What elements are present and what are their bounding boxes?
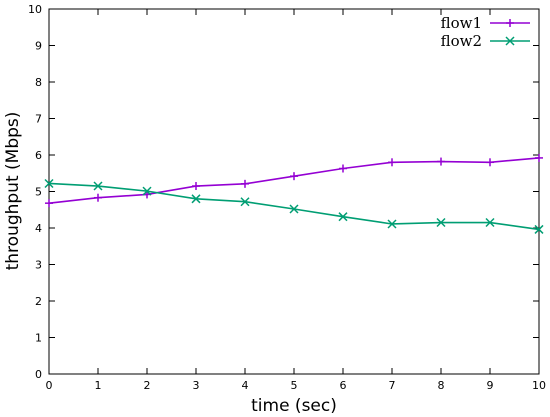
data-point-flow2 — [289, 204, 299, 214]
legend-label-flow1: flow1 — [441, 14, 482, 32]
series-flow2 — [44, 178, 544, 234]
data-point-flow2 — [436, 217, 446, 228]
data-point-flow2 — [485, 217, 495, 228]
axis-ticks: 0 1 2 3 4 5 6 7 8 9 10 0 1 2 3 4 5 6 7 8 9 10 — [28, 3, 546, 392]
x-tick-label: 10 — [532, 379, 546, 392]
data-point-flow2 — [142, 186, 152, 196]
y-tick-label: 6 — [35, 149, 42, 162]
y-tick-label: 9 — [35, 40, 42, 53]
data-point-flow2 — [534, 224, 544, 234]
y-tick-label: 4 — [35, 222, 42, 235]
data-point-flow2 — [338, 212, 348, 222]
y-tick-label: 10 — [28, 3, 42, 16]
y-tick-label: 0 — [35, 368, 42, 381]
y-tick-label: 1 — [35, 332, 42, 345]
x-tick-label: 3 — [193, 379, 200, 392]
data-point-flow2 — [387, 219, 397, 229]
x-tick-label: 5 — [291, 379, 298, 392]
series-layer — [44, 153, 544, 234]
legend-label-flow2: flow2 — [441, 32, 482, 50]
x-tick-label: 9 — [487, 379, 494, 392]
y-axis-title: throughput (Mbps) — [3, 112, 23, 271]
data-point-flow2 — [44, 178, 54, 189]
plot-frame — [48, 8, 540, 375]
x-tick-label: 7 — [389, 379, 396, 392]
data-point-flow2 — [240, 197, 250, 207]
y-tick-label: 2 — [35, 295, 42, 308]
y-tick-label: 5 — [35, 186, 42, 199]
legend-marker-flow2 — [505, 36, 515, 46]
y-tick-label: 3 — [35, 259, 42, 272]
y-tick-label: 7 — [35, 113, 42, 126]
x-tick-label: 2 — [144, 379, 151, 392]
series-line-flow2 — [48, 182, 540, 231]
x-tick-label: 0 — [46, 379, 53, 392]
data-point-flow2 — [191, 194, 201, 204]
x-tick-label: 6 — [340, 379, 347, 392]
x-tick-label: 4 — [242, 379, 249, 392]
x-axis-title: time (sec) — [251, 396, 337, 416]
x-tick-label: 8 — [438, 379, 445, 392]
series-line-flow1 — [48, 157, 540, 204]
x-tick-label: 1 — [95, 379, 102, 392]
data-point-flow2 — [93, 181, 103, 191]
series-flow1 — [45, 153, 543, 208]
y-tick-label: 8 — [35, 76, 42, 89]
